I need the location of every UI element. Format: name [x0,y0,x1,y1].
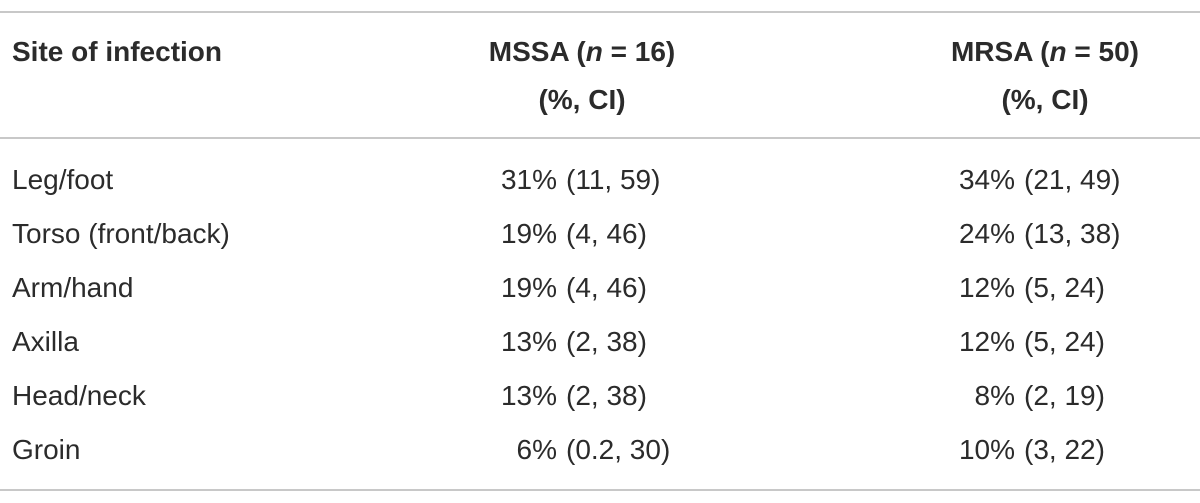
ci-cell: (4, 46) [566,218,647,249]
ci-cell: (0.2, 30) [566,434,671,465]
pct-cell: 12% [958,272,1015,303]
header-mssa-line2: (%, CI) [538,84,626,115]
header-mrsa: MRSA (n = 50) [895,35,1195,69]
header-text: = 50) [1066,36,1139,67]
header-rule [0,137,1200,139]
header-text: MRSA ( [950,36,1050,67]
ci-cell: (13, 38) [1024,218,1121,249]
pct-cell: 19% [500,272,557,303]
pct-cell: 13% [500,326,557,357]
pct-cell: 24% [958,218,1015,249]
pct-cell: 13% [500,380,557,411]
ci-cell: (11, 59) [566,164,661,195]
bottom-rule [0,489,1200,491]
header-site: Site of infection [12,36,222,67]
ci-cell: (2, 38) [566,380,647,411]
header-italic: n [1049,36,1067,67]
ci-cell: (5, 24) [1024,326,1105,357]
pct-cell: 12% [958,326,1015,357]
top-rule [0,11,1200,13]
site-cell: Head/neck [12,380,146,411]
ci-cell: (4, 46) [566,272,647,303]
site-cell: Torso (front/back) [12,218,230,249]
header-text: = 16) [602,36,676,67]
pct-cell: 34% [958,164,1015,195]
ci-cell: (2, 38) [566,326,647,357]
pct-cell: 8% [974,380,1015,411]
header-mssa: MSSA (n = 16) [432,35,732,69]
header-mrsa-line2: (%, CI) [1001,84,1089,115]
pct-cell: 10% [958,434,1015,465]
pct-cell: 6% [516,434,557,465]
ci-cell: (2, 19) [1024,380,1105,411]
header-italic: n [585,36,603,67]
ci-cell: (3, 22) [1024,434,1105,465]
site-cell: Groin [12,434,81,465]
header-text: MSSA ( [488,36,586,67]
ci-cell: (5, 24) [1024,272,1105,303]
pct-cell: 31% [500,164,557,195]
pct-cell: 19% [500,218,557,249]
ci-cell: (21, 49) [1024,164,1121,195]
site-cell: Leg/foot [12,164,114,195]
site-cell: Arm/hand [12,272,134,303]
site-cell: Axilla [12,326,79,357]
